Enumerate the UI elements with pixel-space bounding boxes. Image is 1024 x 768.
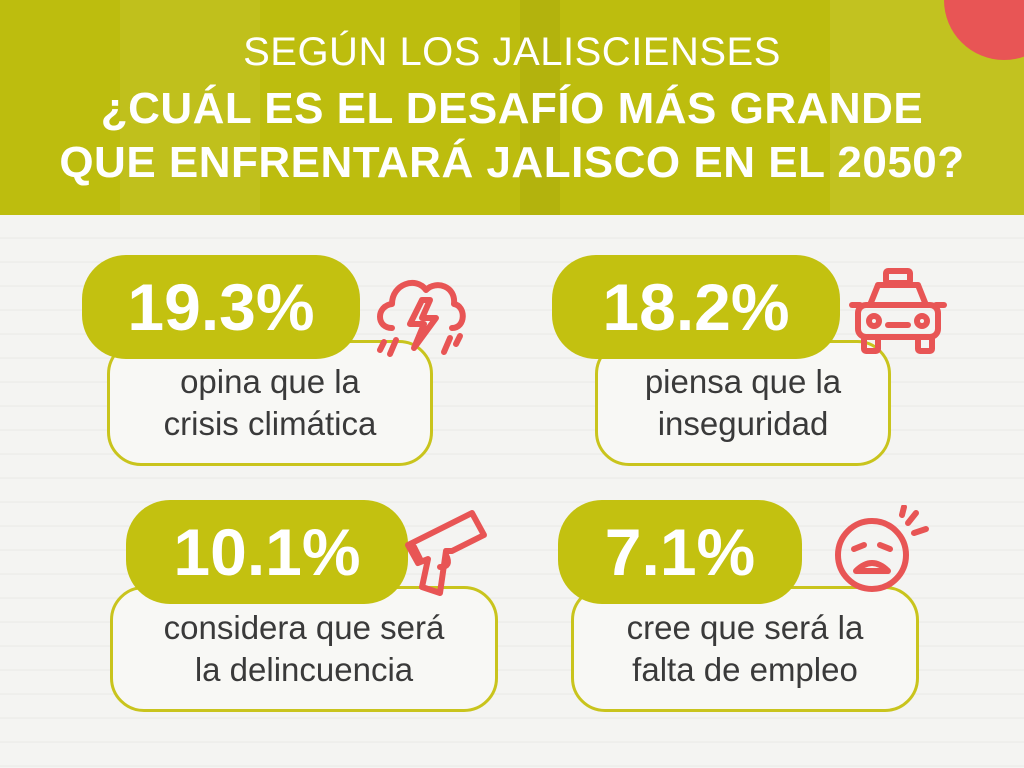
- stat-description: considera que será la delincuencia: [110, 586, 498, 712]
- stat-percent: 19.3%: [82, 255, 360, 359]
- header-banner: SEGÚN LOS JALISCIENSES ¿CUÁL ES EL DESAF…: [0, 0, 1024, 215]
- gun-icon: [405, 510, 487, 596]
- stat-description-line2: falta de empleo: [632, 651, 858, 688]
- stat-description-line2: la delincuencia: [194, 651, 414, 688]
- stat-percent: 7.1%: [558, 500, 802, 604]
- header-title-line2: QUE ENFRENTARÁ JALISCO EN EL 2050?: [59, 138, 965, 187]
- stat-description-line2: inseguridad: [657, 405, 829, 442]
- header-shade: [120, 0, 260, 215]
- stat-percent: 10.1%: [126, 500, 408, 604]
- stat-description-line1: opina que la: [180, 363, 360, 400]
- stat-description-line1: piensa que la: [644, 363, 842, 400]
- storm-cloud-icon: [377, 280, 466, 357]
- stat-description: cree que será la falta de empleo: [571, 586, 919, 712]
- stat-percent: 18.2%: [552, 255, 840, 359]
- crying-face-icon: [835, 505, 929, 592]
- header-subtitle: SEGÚN LOS JALISCIENSES: [243, 30, 781, 74]
- police-car-icon: [849, 268, 947, 354]
- stat-description-line2: crisis climática: [163, 405, 377, 442]
- header-title-line1: ¿CUÁL ES EL DESAFÍO MÁS GRANDE: [100, 84, 924, 133]
- header-shade: [520, 0, 560, 215]
- stat-description-line1: cree que será la: [626, 609, 864, 646]
- stat-description: piensa que la inseguridad: [595, 340, 891, 466]
- stat-description-line1: considera que será: [163, 609, 445, 646]
